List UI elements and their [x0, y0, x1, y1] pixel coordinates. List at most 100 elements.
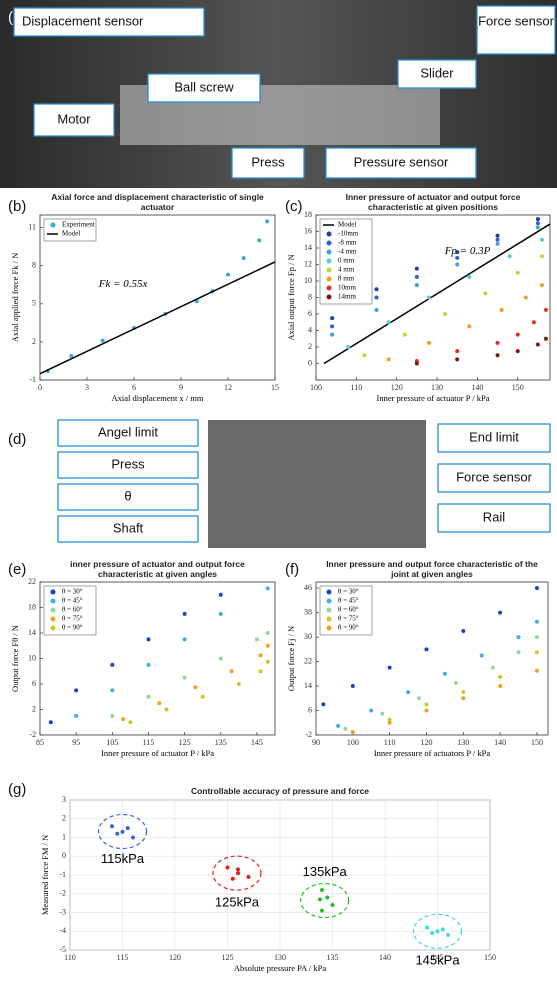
legend-swatch: [326, 589, 332, 595]
photo-label: End limit: [469, 429, 519, 444]
y-tick-label: 0: [308, 358, 312, 367]
data-point: [495, 353, 500, 358]
y-tick-label: -1: [59, 870, 66, 879]
data-point: [48, 720, 53, 725]
legend-label: Model: [338, 221, 356, 229]
y-tick-label: 12: [304, 259, 312, 268]
x-tick-label: 100: [347, 738, 359, 747]
legend-box: [43, 218, 97, 242]
data-point: [182, 637, 187, 642]
data-point: [125, 826, 130, 831]
photo-label: Slider: [420, 65, 454, 80]
legend-swatch: [326, 294, 332, 300]
legend-label: θ = 45°: [62, 597, 83, 605]
data-point: [539, 254, 544, 259]
legend-label: 0 mm: [338, 257, 355, 265]
data-point: [499, 307, 504, 312]
x-tick-label: 85: [36, 738, 44, 747]
data-point: [424, 708, 429, 713]
data-point: [483, 291, 488, 296]
x-axis-label: Axial displacement x / mm: [111, 393, 203, 403]
data-point: [230, 876, 235, 881]
photo-label: Force sensor: [478, 13, 555, 28]
data-point: [417, 696, 422, 701]
label-box: [13, 7, 205, 37]
data-point: [110, 824, 114, 829]
x-tick-label: 90: [312, 738, 320, 747]
legend-label: 4 mm: [338, 266, 355, 274]
x-tick-label: 120: [420, 738, 432, 747]
data-point: [330, 332, 335, 337]
panel-label: (e): [8, 561, 26, 578]
data-point: [435, 929, 440, 934]
data-point: [424, 647, 429, 652]
data-point: [490, 665, 495, 670]
data-point: [386, 320, 391, 325]
cluster-label: 135kPa: [303, 864, 348, 879]
data-point: [495, 340, 500, 345]
data-point: [236, 871, 240, 876]
data-point: [362, 353, 367, 358]
data-point: [443, 312, 448, 316]
chart-title: Inner pressure and output force characte…: [326, 559, 538, 579]
y-axis-label: Output force Fθ / N: [10, 625, 20, 692]
data-point: [121, 717, 126, 722]
label-box: [147, 73, 261, 103]
data-point: [182, 675, 187, 680]
data-point: [516, 650, 521, 655]
data-point: [440, 927, 445, 932]
x-tick-label: 115: [117, 953, 129, 962]
legend-label: Model: [62, 230, 80, 238]
panel-label: (g): [8, 781, 26, 798]
y-tick-label: 2: [32, 337, 36, 346]
data-point: [515, 270, 520, 275]
x-tick-label: 105: [106, 738, 118, 747]
x-tick-label: 95: [72, 738, 80, 747]
y-tick-label: 5: [32, 299, 36, 308]
data-point: [317, 897, 322, 902]
data-point: [387, 717, 392, 722]
x-tick-label: 150: [484, 953, 496, 962]
data-point: [461, 690, 466, 695]
data-point: [543, 307, 548, 312]
chart-title: Inner pressure of actuator and output fo…: [345, 192, 521, 212]
data-point: [265, 659, 270, 664]
data-point: [534, 668, 539, 673]
legend-label: θ = 30°: [338, 588, 359, 596]
data-point: [495, 241, 500, 246]
data-point: [374, 287, 379, 292]
data-point: [374, 295, 379, 300]
data-point: [402, 332, 407, 337]
y-tick-label: 10: [304, 276, 312, 285]
data-point: [218, 592, 223, 597]
y-axis-label: Output force Fj / N: [286, 626, 296, 691]
legend-swatch: [50, 607, 56, 613]
data-point: [414, 274, 419, 279]
data-point: [100, 338, 105, 343]
plot-area: [39, 214, 276, 381]
data-point: [453, 680, 458, 685]
legend-swatch: [50, 625, 56, 631]
y-tick-label: 16: [304, 226, 312, 235]
label-box: [57, 419, 199, 447]
y-tick-label: 22: [28, 577, 36, 586]
legend-label: 10mm: [338, 284, 356, 292]
data-point: [330, 903, 335, 907]
x-tick-label: 125: [179, 738, 191, 747]
legend-swatch: [326, 285, 332, 291]
x-tick-label: 12: [224, 383, 232, 392]
data-point: [320, 908, 324, 913]
x-tick-label: 0: [38, 383, 42, 392]
data-point: [128, 720, 133, 725]
label-box: [33, 103, 115, 137]
y-tick-label: 0: [62, 851, 66, 860]
data-point: [507, 254, 512, 259]
y-tick-label: 4: [308, 325, 312, 334]
photo-label: θ: [124, 488, 131, 503]
y-tick-label: 11: [28, 223, 36, 232]
data-point: [515, 349, 520, 354]
cluster-outline: [212, 855, 262, 891]
photo-label: Press: [251, 154, 285, 169]
legend-label: θ = 75°: [338, 615, 359, 623]
y-tick-label: 8: [32, 261, 36, 270]
